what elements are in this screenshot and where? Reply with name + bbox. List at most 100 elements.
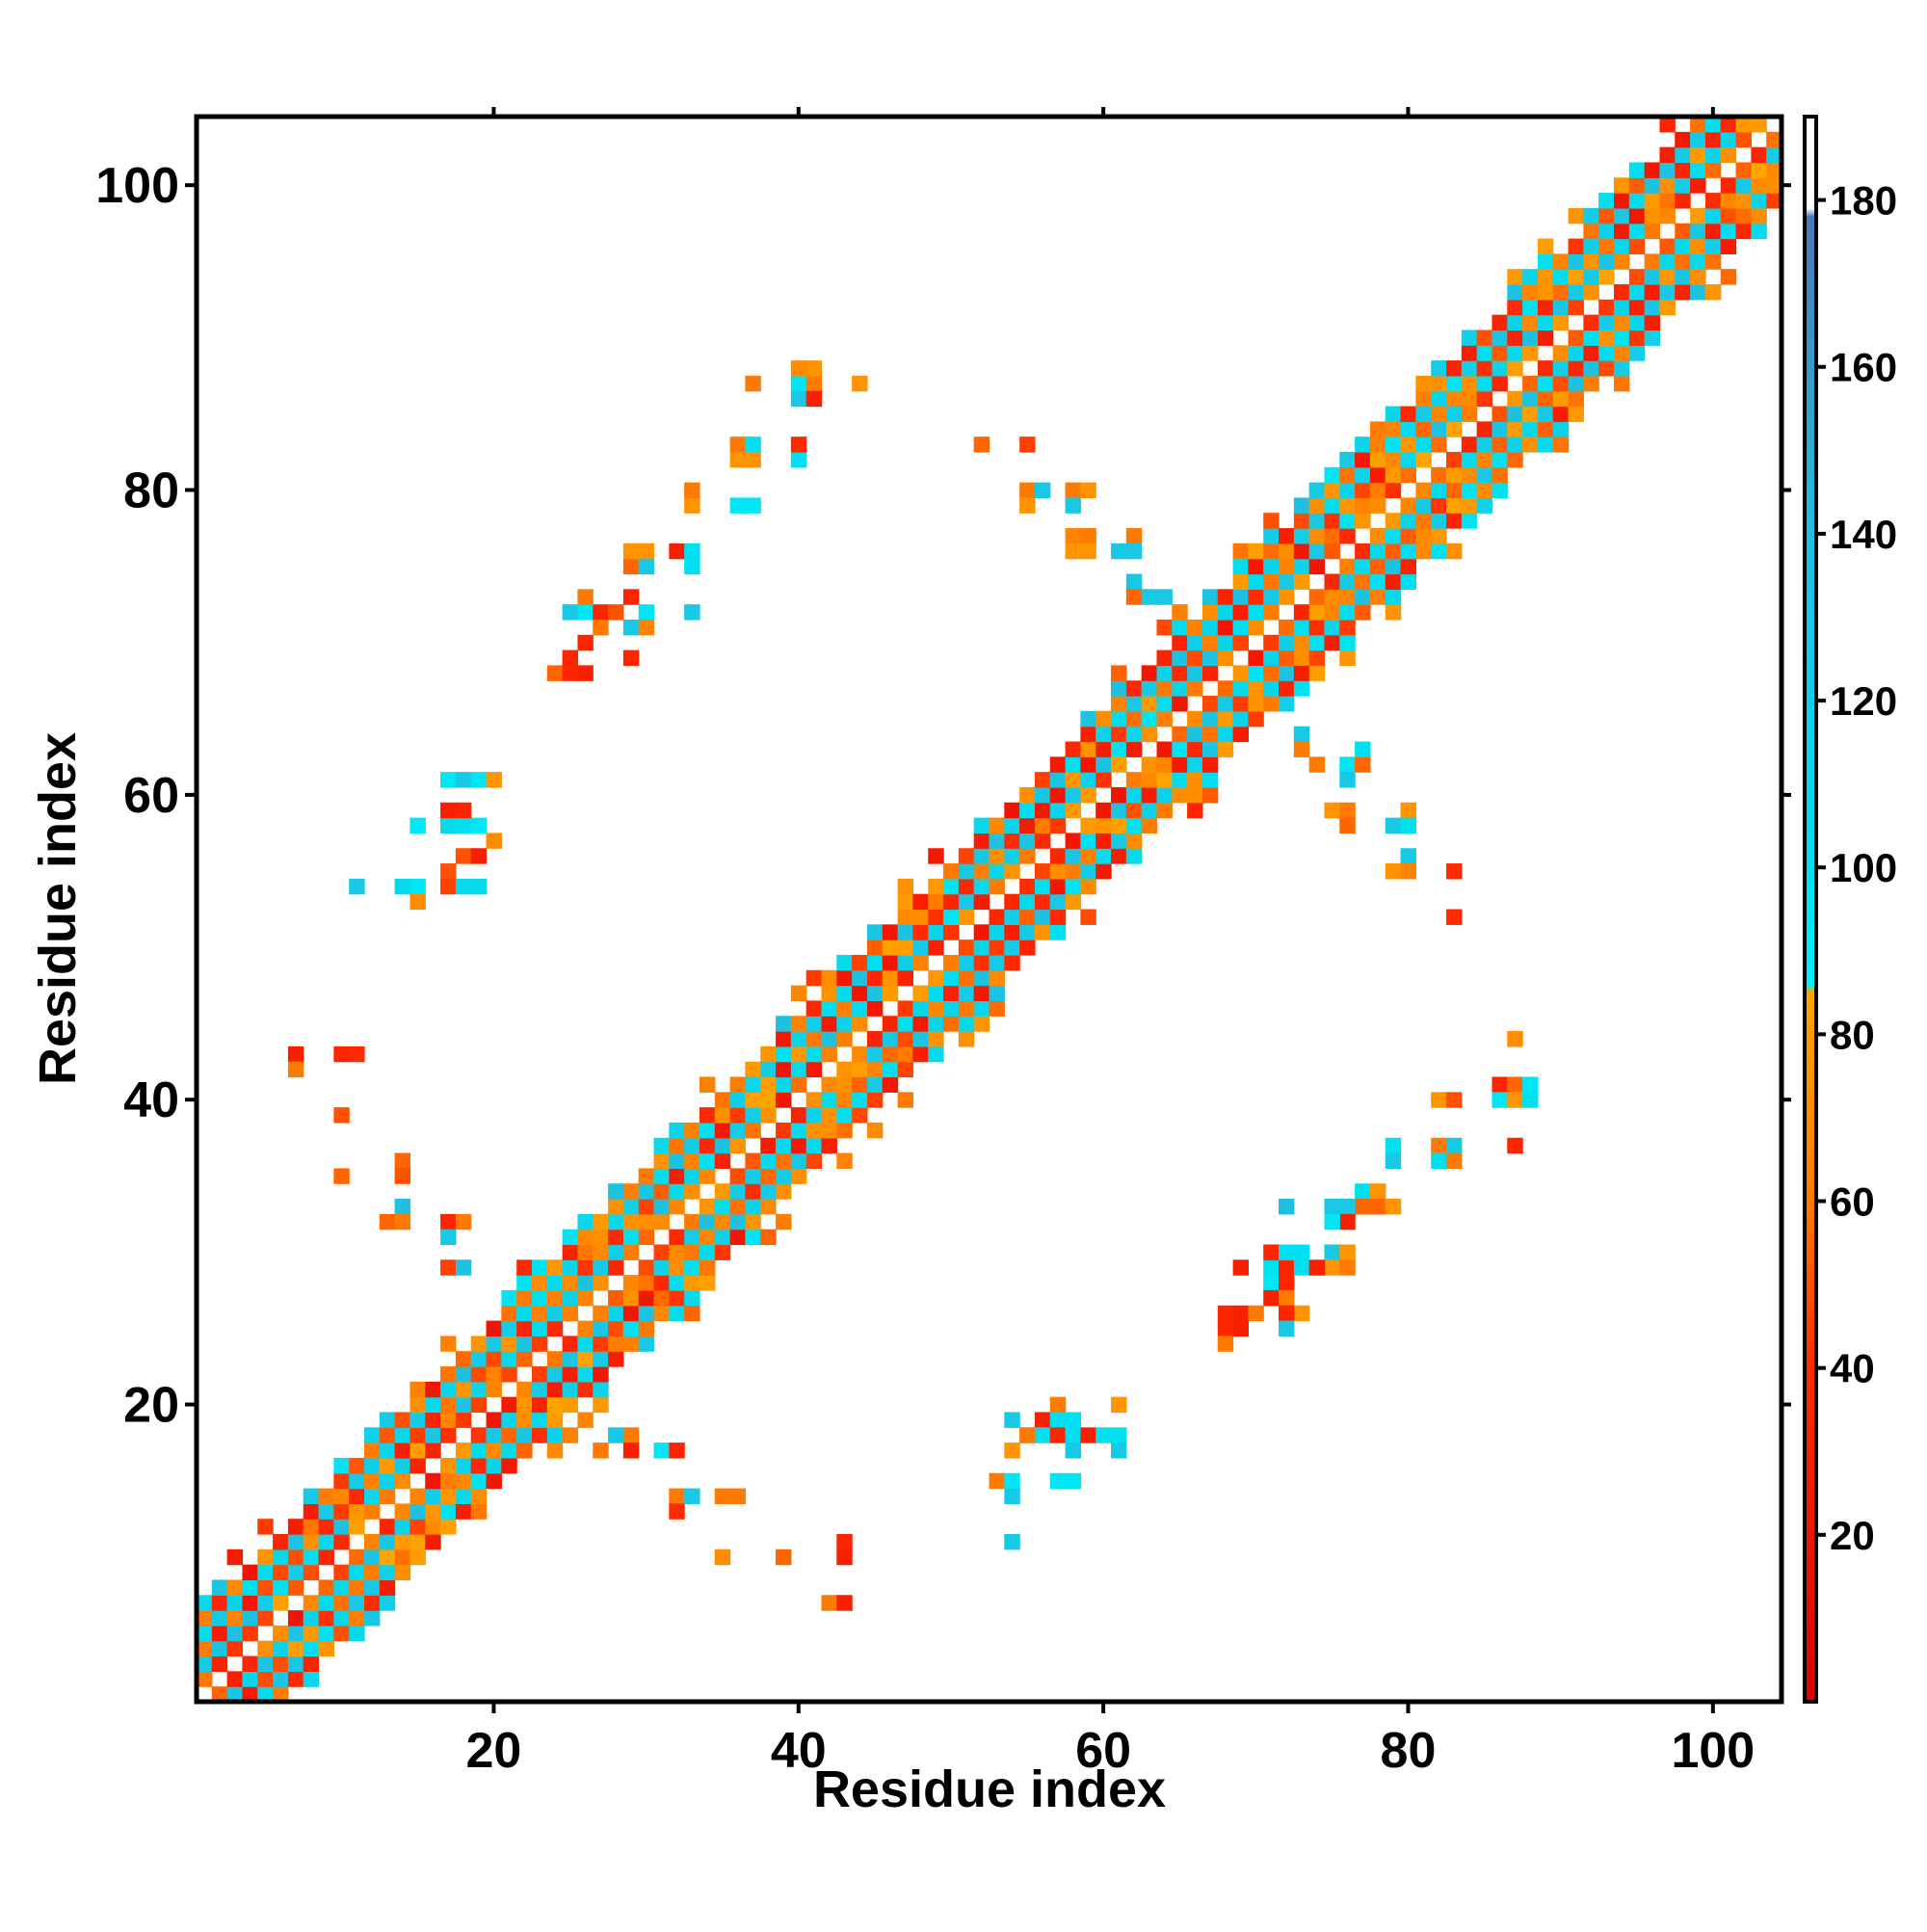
heatmap-cell [1293, 1244, 1310, 1260]
heatmap-cell [1461, 406, 1478, 422]
heatmap-cell [1141, 589, 1158, 605]
heatmap-cell [1766, 193, 1782, 209]
heatmap-cell [577, 1336, 594, 1352]
heatmap-cell [1537, 437, 1554, 453]
heatmap-cell [760, 1229, 777, 1246]
heatmap-cell [790, 360, 807, 377]
x-axis: 20 40 60 80 100 [466, 107, 1755, 1779]
heatmap-cell [1004, 863, 1020, 880]
heatmap-cell [1628, 269, 1646, 285]
heatmap-cell [1522, 375, 1539, 392]
heatmap-cell [776, 1183, 792, 1200]
heatmap-cell [1614, 177, 1630, 194]
heatmap-cell [1004, 940, 1020, 956]
heatmap-cell [1628, 314, 1646, 331]
heatmap-cell [776, 1168, 792, 1184]
heatmap-cell [821, 1045, 837, 1063]
heatmap-cell [197, 1625, 213, 1642]
heatmap-cell [1156, 680, 1173, 697]
heatmap-cell [836, 1152, 853, 1169]
heatmap-cell [287, 1640, 304, 1657]
heatmap-cell [1476, 360, 1493, 377]
heatmap-cell [1095, 726, 1112, 743]
heatmap-cell [394, 1168, 411, 1184]
heatmap-cell [714, 1183, 731, 1200]
heatmap-cell [1675, 269, 1691, 285]
heatmap-cell [1125, 833, 1143, 849]
heatmap-cell [1308, 649, 1326, 667]
heatmap-cell [866, 1092, 884, 1108]
heatmap-cell [1172, 786, 1188, 804]
heatmap-cell [805, 1045, 823, 1063]
heatmap-cell [714, 1548, 731, 1566]
heatmap-cell [699, 1229, 716, 1246]
heatmap-cell [546, 1412, 564, 1428]
heatmap-cell [1172, 634, 1188, 651]
heatmap-cell [653, 1244, 670, 1260]
heatmap-cell [653, 1259, 670, 1276]
heatmap-cell [1644, 223, 1661, 240]
heatmap-cell [1263, 589, 1280, 605]
heatmap-cell [273, 1548, 289, 1566]
heatmap-cell [1766, 146, 1782, 164]
heatmap-cell [1446, 909, 1463, 925]
heatmap-cell [273, 1595, 289, 1611]
heatmap-cell [531, 1336, 548, 1352]
heatmap-cell [669, 1259, 685, 1276]
heatmap-cell [349, 878, 365, 895]
heatmap-cell [699, 1275, 716, 1291]
heatmap-cell [882, 969, 899, 987]
heatmap-cell [1415, 482, 1432, 499]
heatmap-cell [1766, 162, 1782, 178]
heatmap-cell [790, 1031, 807, 1047]
heatmap-cell [1004, 1534, 1020, 1550]
heatmap-cell [242, 1655, 258, 1672]
heatmap-cell [973, 878, 990, 895]
heatmap-cell [1568, 330, 1584, 346]
heatmap-cell [1065, 802, 1082, 819]
heatmap-cell [1751, 193, 1767, 209]
heatmap-cell [394, 1199, 411, 1215]
heatmap-cell [1355, 604, 1371, 621]
heatmap-cell [1034, 802, 1051, 819]
heatmap-cell [897, 1016, 914, 1032]
heatmap-cell [866, 1076, 884, 1093]
heatmap-cell [1019, 437, 1036, 453]
heatmap-cell [1080, 863, 1096, 880]
heatmap-cell [1537, 390, 1554, 408]
heatmap-cell [1187, 756, 1203, 773]
heatmap-cell [1461, 360, 1478, 377]
heatmap-cell [1704, 207, 1722, 225]
heatmap-cell [1751, 207, 1767, 225]
heatmap-cell [776, 1213, 792, 1231]
heatmap-cell [1065, 756, 1082, 773]
heatmap-cell [1324, 513, 1340, 529]
colorbar-tick-label: 120 [1830, 678, 1897, 724]
heatmap-cell [1461, 482, 1478, 499]
heatmap-cell [1675, 238, 1691, 254]
heatmap-cell [1355, 756, 1371, 773]
heatmap-cell [363, 1503, 381, 1520]
heatmap-cell [1111, 665, 1127, 681]
heatmap-cell [1552, 314, 1570, 331]
heatmap-cell [821, 985, 837, 1002]
y-tick-label: 80 [123, 463, 179, 519]
heatmap-cell [1537, 421, 1554, 437]
heatmap-cell [1507, 1031, 1523, 1047]
heatmap-cell [622, 1442, 640, 1459]
heatmap-cell [1111, 741, 1127, 757]
heatmap-cell [1263, 1289, 1280, 1307]
heatmap-cell [790, 390, 807, 408]
heatmap-cell [1476, 330, 1493, 346]
heatmap-cell [1583, 207, 1599, 225]
heatmap-cell [1248, 696, 1264, 712]
heatmap-cell [1704, 253, 1722, 270]
heatmap-cell [1095, 772, 1112, 788]
heatmap-cell [1279, 543, 1295, 560]
heatmap-cell [287, 1548, 304, 1566]
heatmap-cell [1308, 1259, 1326, 1276]
heatmap-cell [1263, 604, 1280, 621]
heatmap-cell [593, 1244, 609, 1260]
heatmap-cell [394, 1472, 411, 1490]
heatmap-cell [1293, 634, 1310, 651]
